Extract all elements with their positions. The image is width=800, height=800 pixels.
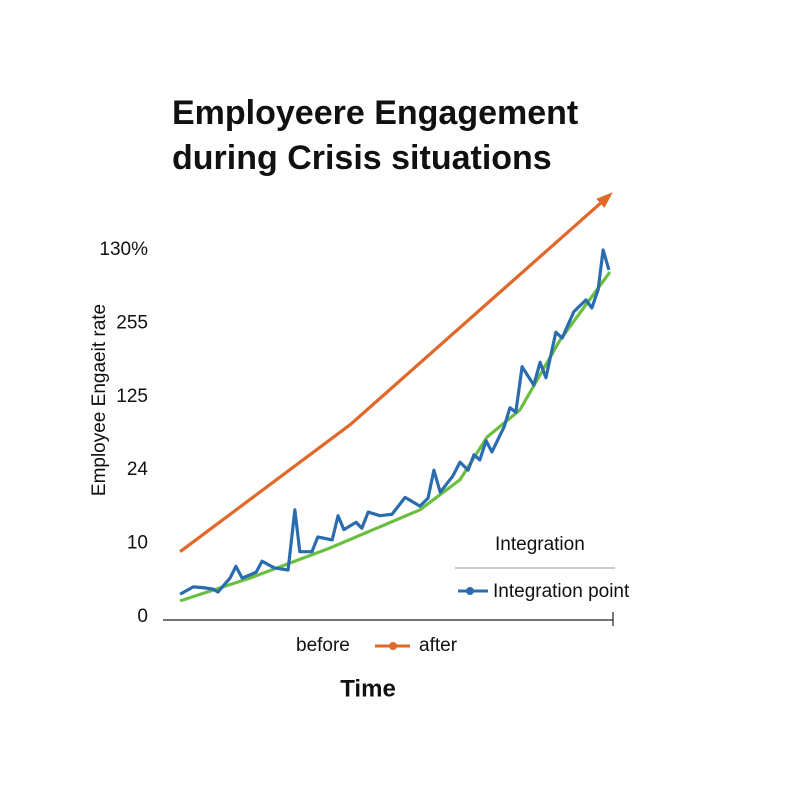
x-axis-title: Time [340,675,396,702]
data-line [179,248,611,596]
data-line [179,193,611,553]
y-tick-label: 0 [137,606,148,627]
x-note: before [296,635,350,656]
chart-title: during Crisis situations [172,139,552,177]
legend-label: Integration point [493,581,630,602]
y-tick-label: 10 [127,533,148,554]
legend-label: after [419,635,458,656]
y-tick-label: 130% [99,239,148,260]
legend-title: Integration [495,534,585,555]
arrow-head [596,192,613,208]
y-tick-label: 125 [116,386,148,407]
y-axis-title: Employee Engaeit rate [89,304,110,496]
legend-marker [466,587,474,595]
y-tick-label: 255 [116,312,148,333]
chart-title: Employeere Engagement [172,94,578,132]
legend-marker [389,642,397,650]
y-tick-label: 24 [127,459,149,480]
